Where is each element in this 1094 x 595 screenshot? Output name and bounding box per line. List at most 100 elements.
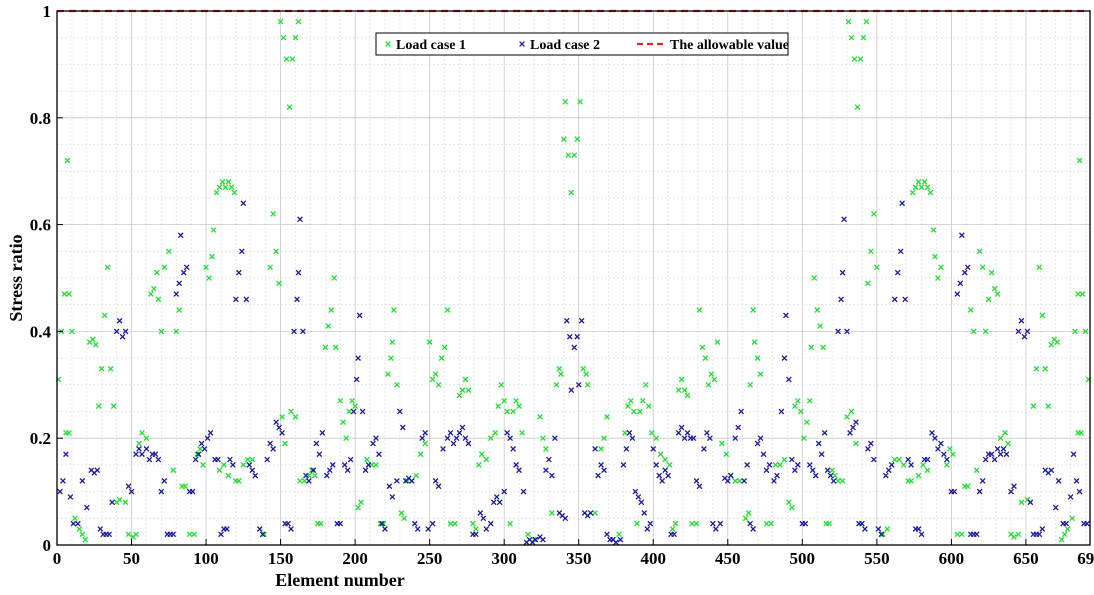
data-point-load-case-2 (979, 478, 986, 484)
data-point-load-case-1 (863, 18, 870, 25)
data-point-load-case-2 (835, 328, 841, 335)
data-point-load-case-1 (1002, 430, 1008, 436)
data-point-load-case-2 (139, 451, 145, 458)
data-point-load-case-1 (705, 381, 712, 388)
x-tick-label: 650 (1013, 549, 1039, 568)
data-point-load-case-1 (391, 307, 397, 313)
data-point-load-case-1 (222, 184, 229, 191)
data-point-load-case-1 (747, 381, 753, 388)
data-point-load-case-1 (1036, 264, 1043, 271)
data-point-load-case-1 (817, 323, 824, 329)
data-point-load-case-2 (617, 536, 624, 543)
data-point-load-case-2 (681, 435, 688, 442)
data-point-load-case-1 (513, 397, 519, 404)
data-point-load-case-2 (540, 536, 546, 543)
data-point-load-case-2 (453, 435, 460, 442)
data-point-load-case-1 (1005, 440, 1011, 447)
data-point-load-case-2 (243, 296, 250, 303)
data-point-load-case-2 (732, 435, 739, 442)
legend-x-marker-2 (519, 41, 525, 47)
data-point-load-case-1 (225, 179, 232, 185)
data-point-load-case-2 (450, 440, 457, 447)
data-point-load-case-1 (95, 403, 102, 410)
data-point-load-case-1 (203, 264, 209, 271)
data-point-load-case-2 (456, 430, 463, 436)
data-point-load-case-1 (714, 339, 721, 345)
data-point-load-case-1 (693, 520, 700, 527)
data-point-load-case-2 (696, 483, 703, 490)
data-point-load-case-2 (295, 269, 302, 276)
data-point-load-case-1 (139, 430, 145, 436)
data-point-load-case-1 (385, 371, 391, 377)
legend-x-marker-1 (385, 41, 391, 47)
data-point-load-case-2 (432, 478, 439, 484)
data-point-load-case-2 (435, 483, 442, 490)
data-point-load-case-1 (865, 280, 871, 287)
data-point-load-case-1 (1072, 328, 1078, 335)
data-point-load-case-2 (195, 451, 202, 458)
data-point-load-case-1 (553, 381, 560, 388)
data-point-load-case-2 (868, 440, 874, 447)
data-point-load-case-1 (191, 531, 197, 538)
data-point-load-case-2 (279, 430, 285, 436)
data-point-load-case-2 (356, 312, 363, 319)
data-point-load-case-1 (1058, 536, 1065, 543)
data-point-load-case-1 (388, 355, 394, 361)
data-point-load-case-1 (456, 392, 463, 399)
data-point-load-case-2 (504, 430, 511, 436)
data-point-load-case-1 (325, 323, 332, 329)
data-point-load-case-2 (961, 269, 968, 276)
data-point-load-case-2 (653, 462, 660, 468)
data-point-load-case-2 (246, 462, 253, 468)
data-point-load-case-1 (79, 531, 86, 538)
data-point-load-case-2 (259, 531, 266, 538)
data-point-load-case-2 (1063, 520, 1070, 527)
data-point-load-case-1 (1079, 291, 1086, 297)
data-point-load-case-2 (794, 462, 801, 468)
data-point-load-case-2 (422, 430, 429, 436)
data-point-load-case-1 (349, 397, 356, 404)
x-tick-label: 250 (417, 549, 443, 568)
data-point-load-case-1 (435, 381, 442, 388)
data-point-load-case-1 (280, 34, 287, 41)
data-point-load-case-2 (67, 494, 74, 500)
legend-entry-load-case-1: Load case 1 (385, 38, 466, 53)
data-point-load-case-2 (747, 520, 753, 527)
data-point-load-case-2 (754, 440, 761, 447)
data-point-load-case-1 (89, 336, 96, 343)
data-point-load-case-1 (556, 365, 563, 372)
data-point-load-case-2 (1073, 478, 1080, 484)
data-point-load-case-2 (344, 467, 351, 474)
data-point-load-case-1 (616, 531, 622, 538)
data-point-load-case-2 (288, 526, 294, 532)
data-point-load-case-2 (604, 531, 610, 538)
data-point-load-case-1 (216, 467, 223, 474)
data-point-load-case-2 (847, 430, 853, 436)
data-point-load-case-2 (844, 328, 850, 335)
data-point-load-case-2 (176, 280, 183, 287)
data-point-load-case-2 (113, 328, 120, 335)
data-point-load-case-1 (1042, 365, 1049, 372)
data-point-load-case-2 (744, 462, 751, 468)
data-point-load-case-1 (186, 531, 193, 538)
data-point-load-case-2 (629, 435, 636, 442)
data-point-load-case-2 (571, 344, 578, 351)
data-point-load-case-2 (75, 520, 81, 527)
data-point-load-case-1 (781, 456, 788, 463)
data-point-load-case-1 (860, 34, 867, 41)
data-point-load-case-1 (723, 451, 730, 458)
data-point-load-case-1 (973, 467, 980, 474)
data-point-load-case-1 (598, 446, 604, 452)
data-point-load-case-2 (958, 232, 965, 239)
data-point-load-case-2 (323, 472, 330, 479)
y-tick-label: 0 (43, 536, 52, 555)
data-point-load-case-1 (565, 152, 572, 159)
data-point-load-case-2 (1070, 451, 1077, 458)
data-point-load-case-2 (1015, 328, 1022, 335)
data-point-load-case-1 (225, 472, 232, 479)
x-axis-title: Element number (275, 570, 405, 590)
data-point-load-case-1 (964, 483, 971, 490)
data-point-load-case-2 (871, 456, 877, 463)
data-point-load-case-2 (875, 526, 882, 532)
data-point-load-case-2 (347, 456, 354, 463)
